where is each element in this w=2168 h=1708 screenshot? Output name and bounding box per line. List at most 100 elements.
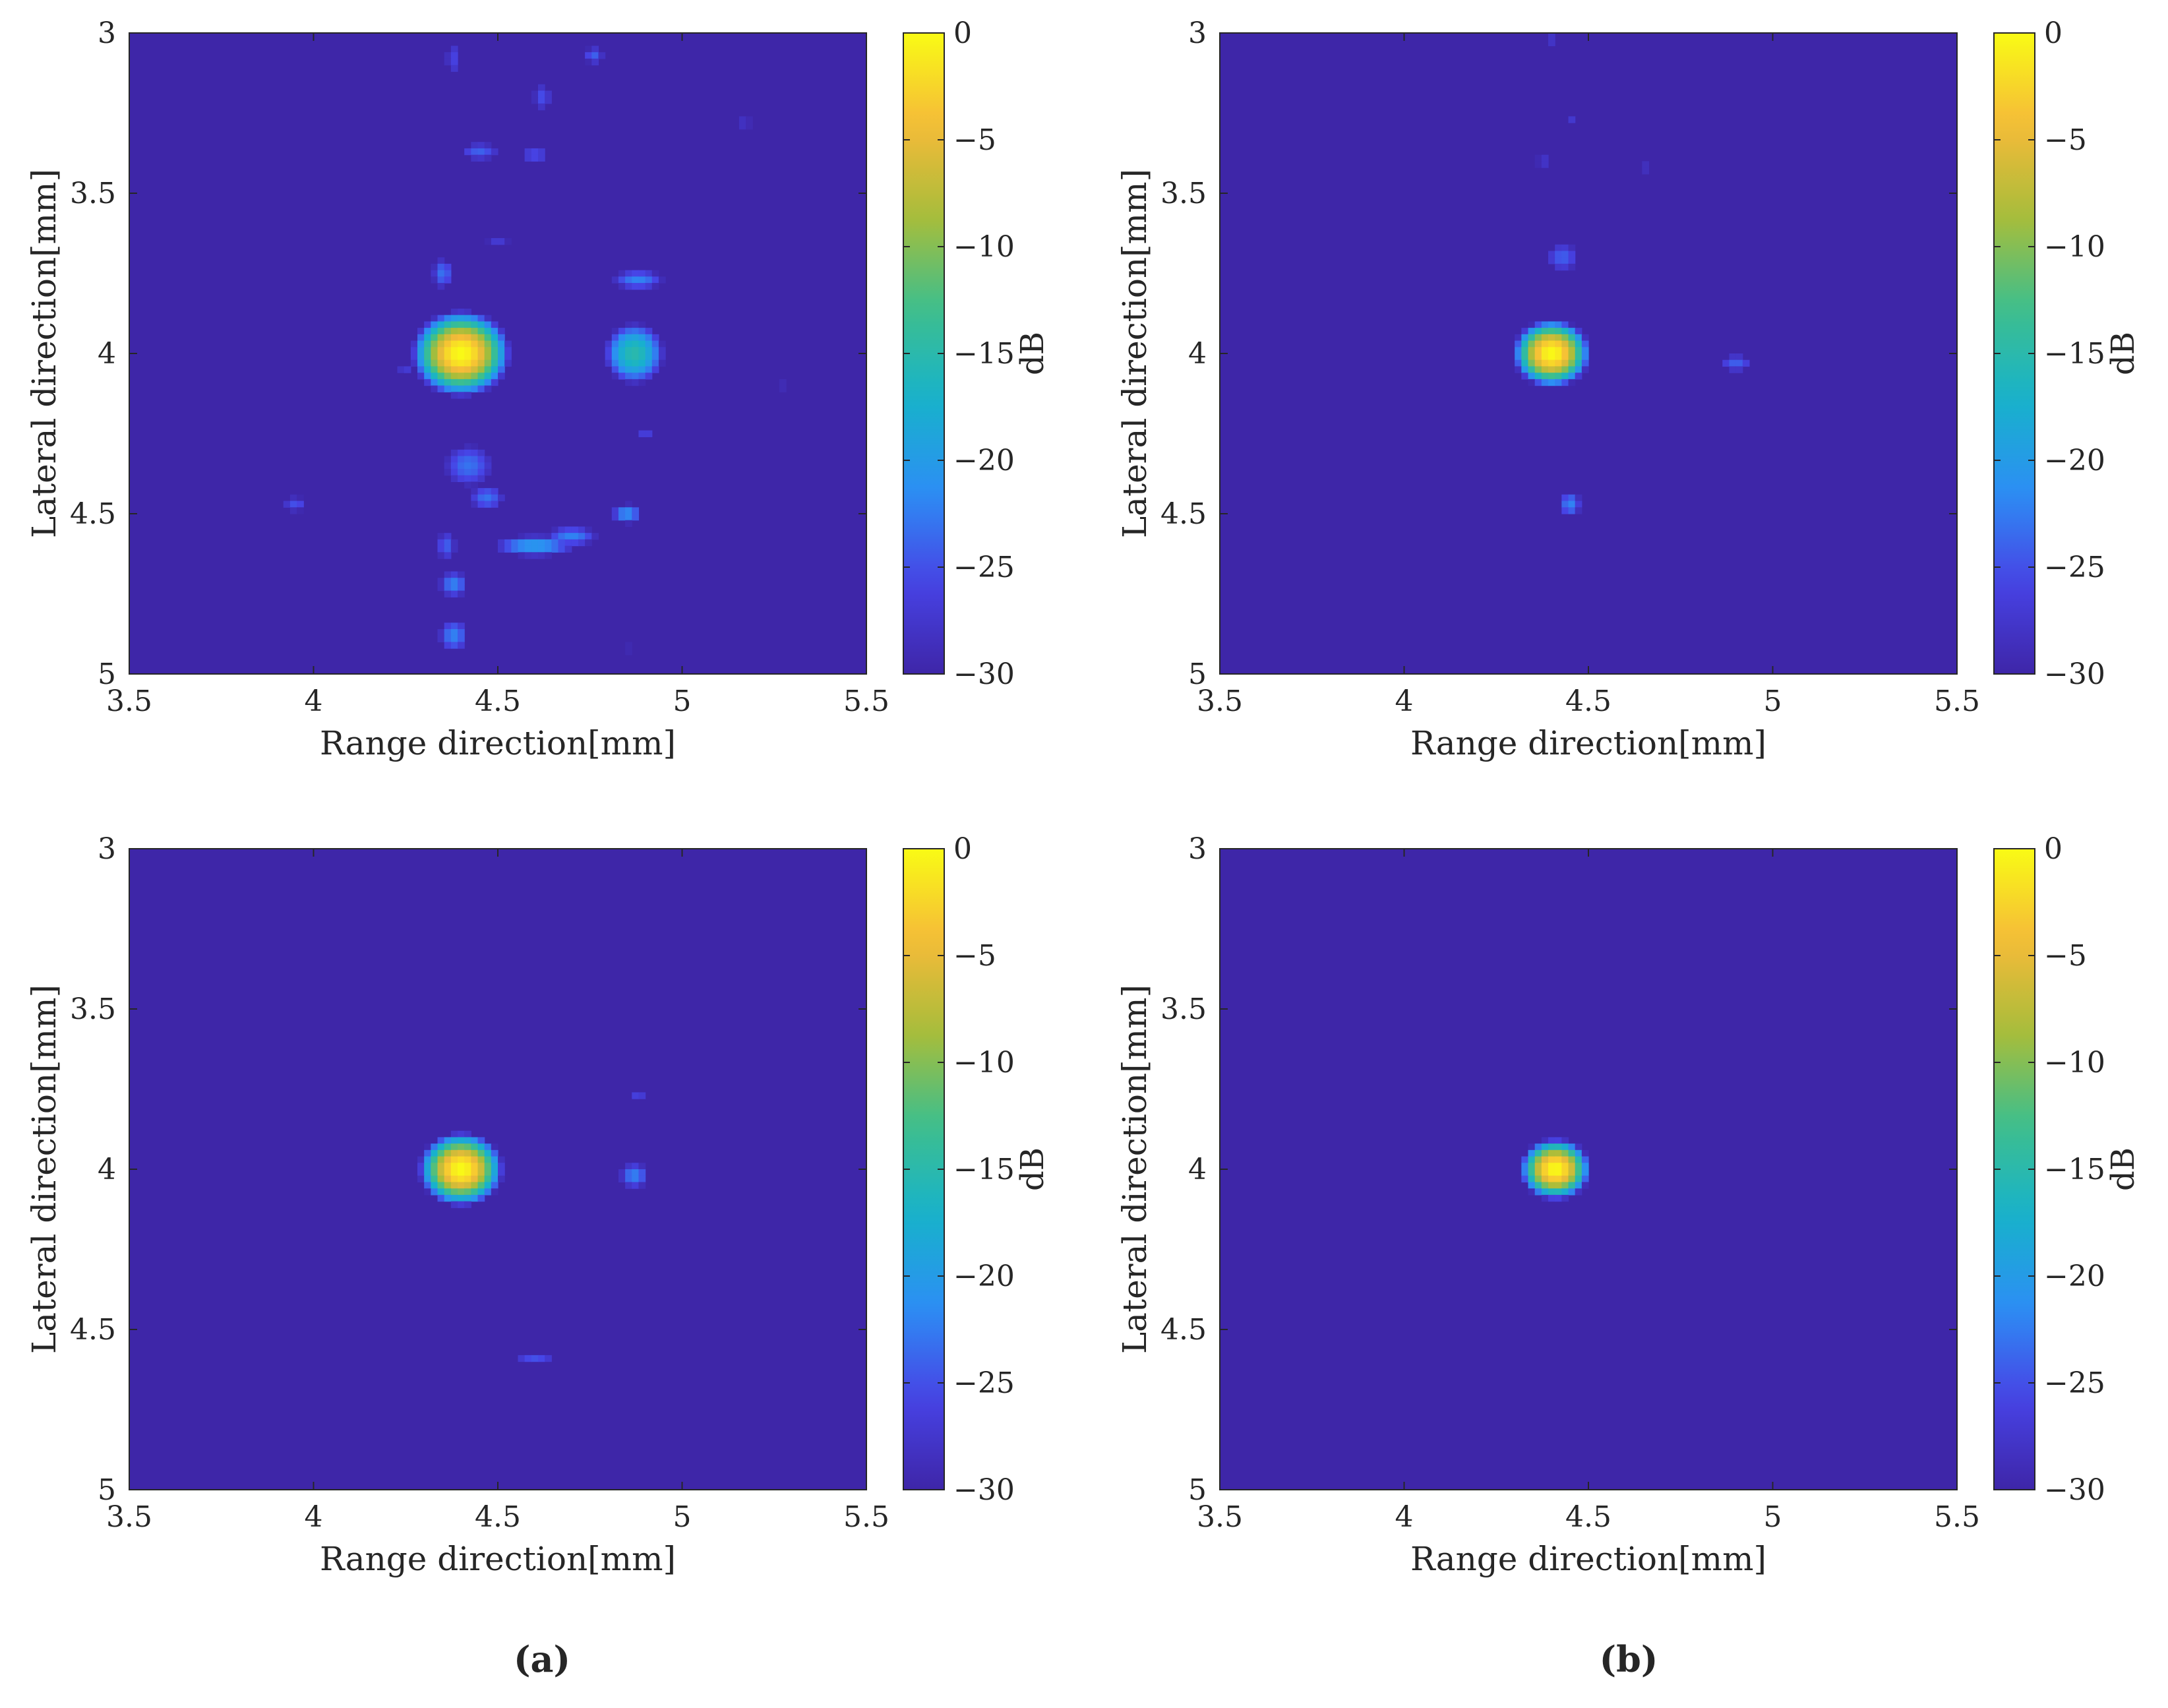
colorbar-tick-label: 0 — [953, 832, 972, 866]
heatmap-cell — [444, 1149, 452, 1157]
heatmap-cell — [1568, 347, 1576, 354]
heatmap-cell — [437, 385, 445, 392]
heatmap-cell — [1568, 501, 1576, 508]
colorbar: 0 −5 −10 −15 −20 −25 −30 dB — [903, 16, 1051, 691]
x-tick-label: 4 — [305, 685, 323, 718]
y-axis-label: Lateral direction[mm] — [25, 985, 63, 1354]
colorbar-gradient — [903, 849, 944, 1490]
heatmap-cell — [491, 321, 498, 328]
heatmap-cell — [1568, 366, 1576, 373]
heatmap-cell — [545, 552, 552, 559]
heatmap-cell — [591, 46, 599, 53]
heatmap-cell — [632, 379, 640, 386]
heatmap-cell — [1541, 1169, 1549, 1176]
heatmap-cell — [632, 1092, 640, 1099]
heatmap-cell — [1555, 353, 1562, 361]
heatmap-cell — [571, 539, 579, 547]
heatmap-cell — [638, 270, 646, 277]
heatmap-cell — [437, 340, 445, 348]
heatmap-cell — [424, 373, 431, 380]
heatmap-cell — [1561, 321, 1569, 328]
heatmap-cell — [625, 1169, 632, 1176]
heatmap-cell — [611, 366, 619, 373]
colorbar-tick-label: −5 — [953, 939, 996, 973]
heatmap-cell — [585, 533, 592, 540]
heatmap-cell — [1561, 1144, 1569, 1151]
heatmap-cell — [558, 545, 566, 553]
heatmap-cell — [1528, 1175, 1536, 1183]
heatmap-cell — [484, 148, 492, 156]
heatmap-cell — [477, 501, 485, 508]
heatmap-cell — [1521, 366, 1529, 373]
heatmap-cell — [511, 539, 519, 547]
heatmap-cell — [424, 334, 431, 342]
heatmap-cell — [632, 507, 640, 514]
heatmap-cell — [431, 366, 438, 373]
heatmap-cell — [651, 359, 659, 367]
heatmap-cell — [450, 468, 458, 476]
heatmap-cell — [537, 103, 545, 111]
heatmap-cell — [571, 526, 579, 534]
heatmap-cell — [437, 1144, 445, 1151]
heatmap-cell — [651, 334, 659, 342]
heatmap-cell — [458, 353, 465, 361]
heatmap-cell — [1555, 257, 1562, 264]
heatmap-cell — [491, 328, 498, 335]
heatmap-cell — [417, 1156, 425, 1163]
colorbar-tick-label: −25 — [2044, 551, 2105, 584]
heatmap-cell — [477, 494, 485, 502]
heatmap-cell — [1534, 321, 1542, 328]
heatmap-cell — [1541, 379, 1549, 386]
heatmap-panel: 3.5 4 4.5 5 5.5 3 3.5 4 4.5 5 Range direction[mm] L… — [1116, 16, 2142, 762]
heatmap-cell — [1541, 154, 1549, 162]
heatmap-cell — [638, 283, 646, 290]
heatmap-cell — [450, 1188, 458, 1196]
heatmap-cell — [531, 552, 539, 559]
x-tick-label: 5.5 — [843, 1500, 889, 1534]
heatmap-cell — [450, 359, 458, 367]
heatmap-cell — [458, 1144, 465, 1151]
heatmap-cell — [1581, 1149, 1589, 1157]
heatmap-cell — [591, 58, 599, 66]
heatmap-cell — [417, 340, 425, 348]
heatmap-cell — [464, 1201, 471, 1208]
y-tick-label: 5 — [98, 657, 116, 691]
heatmap-cell — [545, 90, 552, 98]
heatmap-cell — [1528, 353, 1536, 361]
heatmap-cell — [632, 347, 640, 354]
heatmap-cell — [464, 449, 471, 457]
heatmap-cell — [1568, 340, 1576, 348]
heatmap-cell — [504, 238, 512, 245]
heatmap-cell — [297, 501, 304, 508]
heatmap-cell — [431, 1163, 438, 1170]
heatmap-cell — [504, 539, 512, 547]
heatmap-cell — [450, 539, 458, 547]
y-tick-label: 3 — [98, 832, 116, 866]
colorbar-tick-label: −25 — [953, 1366, 1015, 1400]
heatmap-cells — [283, 46, 787, 656]
heatmap-cell — [504, 353, 512, 361]
heatmap-cell — [1528, 1188, 1536, 1196]
x-tick-label: 4.5 — [1565, 1500, 1611, 1534]
heatmap-cell — [437, 1194, 445, 1202]
heatmap-cell — [1534, 1156, 1542, 1163]
heatmap-cell — [632, 514, 640, 521]
heatmap-cell — [437, 283, 445, 290]
heatmap-cell — [1729, 359, 1737, 367]
colorbar-tick-label: −15 — [2044, 337, 2105, 371]
heatmap-cell — [625, 321, 632, 328]
heatmap-cell — [1534, 161, 1542, 168]
heatmap-cell — [1581, 1175, 1589, 1183]
heatmap-cell — [450, 1144, 458, 1151]
heatmap-cell — [437, 270, 445, 277]
heatmap-cell — [491, 488, 498, 495]
heatmap-cell — [738, 123, 746, 130]
heatmap-cell — [1528, 1169, 1536, 1176]
heatmap-cell — [444, 539, 452, 547]
heatmap-cell — [444, 366, 452, 373]
heatmap-cell — [417, 373, 425, 380]
colorbar-gradient — [903, 33, 944, 674]
heatmap-cell — [431, 1188, 438, 1196]
heatmap-cell — [450, 52, 458, 59]
heatmap-cell — [1548, 1175, 1555, 1183]
